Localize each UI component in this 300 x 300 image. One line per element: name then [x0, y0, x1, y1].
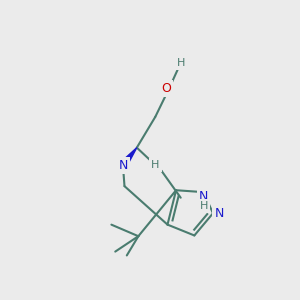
Text: N: N [118, 159, 128, 172]
Text: N: N [199, 190, 208, 203]
Text: H: H [200, 201, 208, 211]
Text: N: N [214, 207, 224, 220]
Text: H: H [151, 160, 160, 170]
Polygon shape [120, 148, 137, 168]
Text: O: O [161, 82, 171, 95]
Text: H: H [176, 58, 185, 68]
